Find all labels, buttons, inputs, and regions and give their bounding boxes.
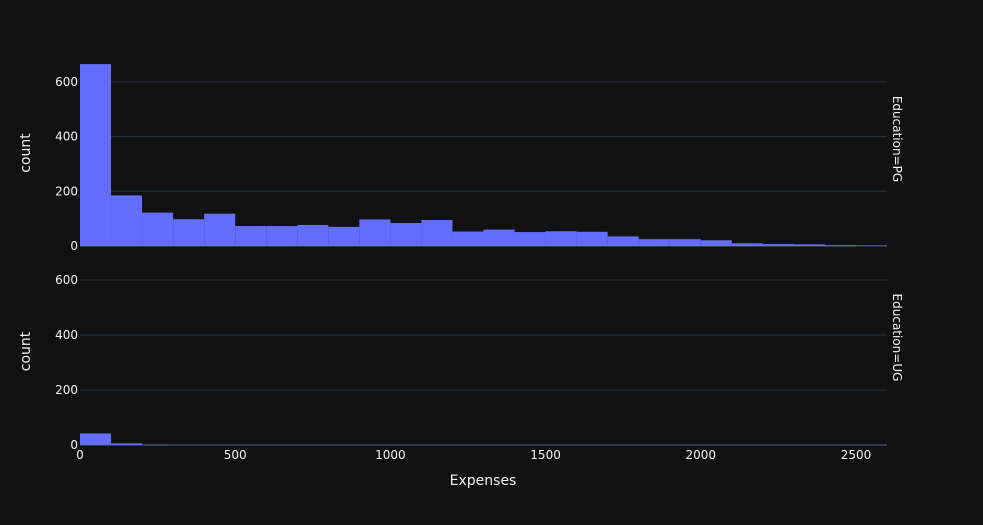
x-tick-label: 1000 <box>375 448 406 462</box>
histogram-bar <box>700 240 732 246</box>
y-axis-title: count <box>18 331 34 371</box>
facet-label: Education=UG <box>890 294 904 382</box>
histogram-bar <box>421 220 453 246</box>
facet-panel-1: 0 200 400 600 count Education=PG <box>18 64 904 253</box>
y-tick-label: 400 <box>55 130 78 144</box>
histogram-bar <box>390 223 422 246</box>
histogram-bar <box>235 226 267 246</box>
histogram-bar <box>731 243 763 246</box>
histogram-bar <box>142 212 174 246</box>
histogram-bar <box>576 231 608 246</box>
histogram-bar <box>638 239 670 246</box>
histogram-bar <box>545 231 577 246</box>
y-axis-title: count <box>18 133 34 173</box>
histogram-bar <box>855 245 887 246</box>
histogram-bar <box>328 226 360 246</box>
y-tick-label: 600 <box>55 75 78 89</box>
x-tick-label: 500 <box>224 448 247 462</box>
histogram-bar <box>483 229 515 246</box>
x-tick-label: 1500 <box>530 448 561 462</box>
histogram-bar <box>266 226 298 246</box>
histogram-bar <box>80 64 112 247</box>
y-tick-label: 200 <box>55 383 78 397</box>
histogram-bar <box>80 433 112 445</box>
histogram-bar <box>173 219 205 246</box>
histogram-bar <box>111 443 143 445</box>
histogram-bar <box>297 224 329 246</box>
y-tick-label: 0 <box>70 239 78 253</box>
histogram-bar <box>793 244 825 246</box>
histogram-bar <box>607 236 639 246</box>
y-tick-label: 400 <box>55 328 78 342</box>
x-tick-label: 2000 <box>685 448 716 462</box>
x-axis-title: Expenses <box>450 473 517 489</box>
x-tick-label: 0 <box>76 448 84 462</box>
facet-label: Education=PG <box>890 96 904 182</box>
histogram-bar <box>204 213 236 246</box>
histogram-bar <box>824 245 856 246</box>
histogram-bar <box>359 219 391 246</box>
histogram-bar <box>514 232 546 246</box>
histogram-bar <box>762 244 794 246</box>
x-tick-label: 2500 <box>841 448 872 462</box>
y-tick-label: 600 <box>55 273 78 287</box>
facet-panel-2: 0 200 400 600 count Education=UG <box>18 273 904 452</box>
y-tick-label: 200 <box>55 184 78 198</box>
y-tick-label: 0 <box>70 438 78 452</box>
histogram-bar <box>452 231 484 246</box>
histogram-bar <box>111 195 143 246</box>
histogram-bar <box>669 239 701 246</box>
